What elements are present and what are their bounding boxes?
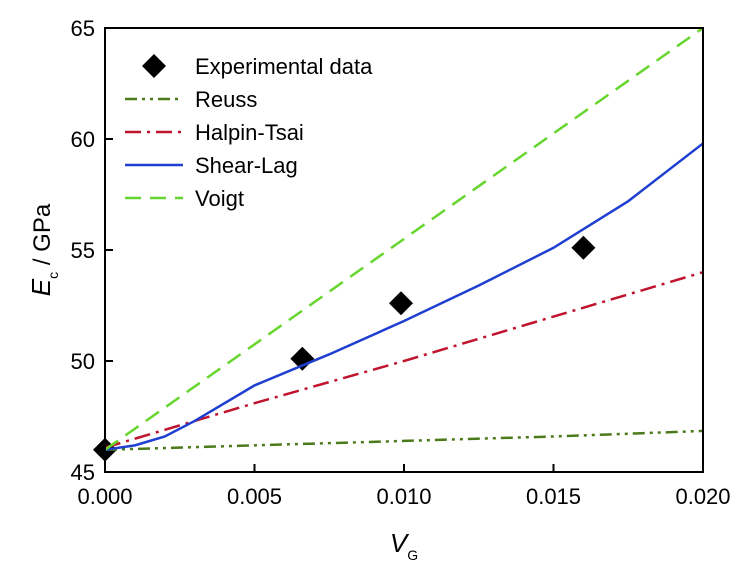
series-layer — [93, 26, 704, 462]
x-tick-label: 0.020 — [675, 484, 730, 509]
x-tick-label: 0.015 — [526, 484, 581, 509]
x-axis-title-main: V — [390, 528, 410, 558]
series-line-voigt — [104, 26, 704, 451]
y-tick-label: 50 — [71, 349, 95, 374]
y-tick-label: 55 — [71, 238, 95, 263]
y-tick-label: 45 — [71, 460, 95, 485]
legend-label-experimental-data: Experimental data — [195, 54, 373, 79]
data-point-experimental-data — [389, 291, 414, 316]
data-point-experimental-data — [571, 235, 596, 260]
y-tick-label: 60 — [71, 127, 95, 152]
x-axis-title-sub: G — [407, 547, 418, 563]
legend: Experimental data Reuss Halpin-Tsai Shear-L… — [125, 54, 373, 211]
legend-label-voigt: Voigt — [195, 186, 244, 211]
series-line-halpin-tsai — [104, 271, 704, 449]
legend-swatch-experimental-data — [142, 54, 166, 78]
x-tick-label: 0.005 — [227, 484, 282, 509]
y-axis-title: Ec / GPa — [26, 203, 61, 296]
y-axis-title-unit: / GPa — [29, 203, 56, 272]
ticks-layer: 0.000 0.005 0.010 0.015 0.020 45 50 55 60 65 — [71, 16, 731, 509]
legend-label-halpin-tsai: Halpin-Tsai — [195, 120, 304, 145]
legend-label-reuss: Reuss — [195, 87, 257, 112]
y-tick-label: 65 — [71, 16, 95, 41]
x-tick-label: 0.000 — [77, 484, 132, 509]
series-line-reuss — [104, 429, 704, 452]
x-tick-label: 0.010 — [376, 484, 431, 509]
series-line-shear-lag — [104, 142, 704, 452]
y-axis-title-main: E — [26, 278, 56, 296]
x-axis-title: VG — [390, 528, 418, 563]
legend-label-shear-lag: Shear-Lag — [195, 153, 298, 178]
y-axis-title-sub: c — [45, 272, 61, 279]
data-point-experimental-data — [290, 346, 315, 371]
